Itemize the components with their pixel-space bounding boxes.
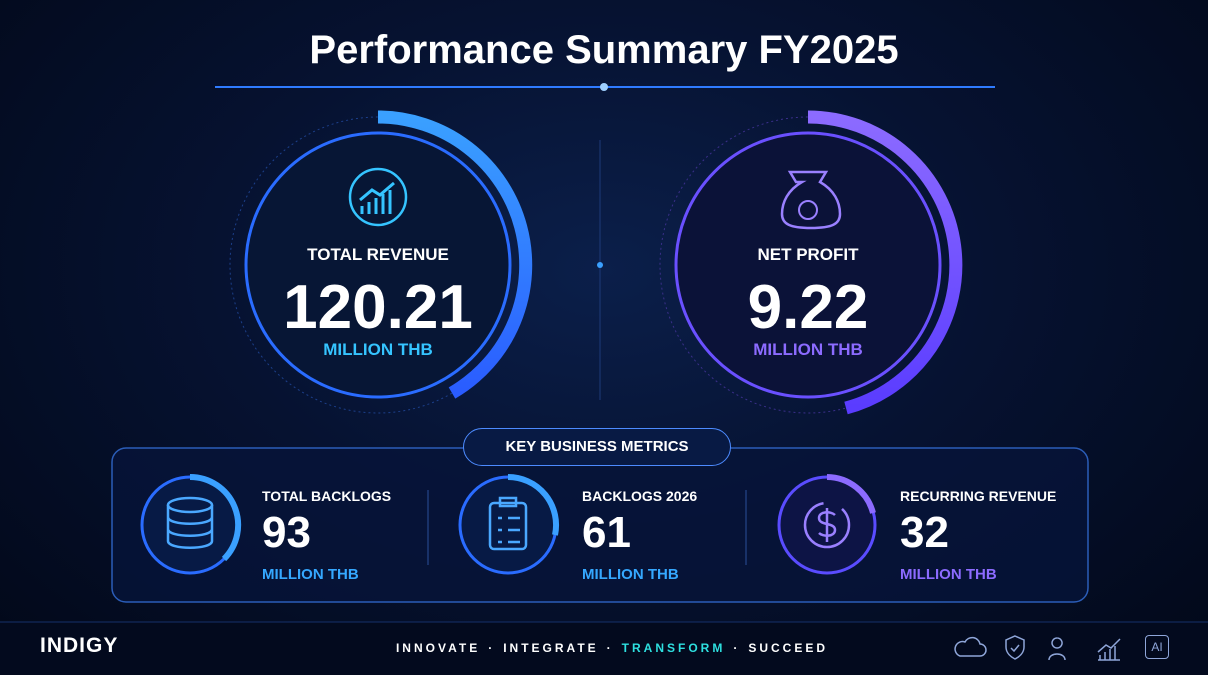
highlight-unit: MILLION THB xyxy=(753,340,863,360)
tagline-word: TRANSFORM xyxy=(622,641,726,655)
metric-label: RECURRING REVENUE xyxy=(900,488,1056,504)
page-title: Performance Summary FY2025 xyxy=(309,28,898,73)
ai-badge: AI xyxy=(1145,635,1169,659)
tagline-word: SUCCEED xyxy=(748,641,828,655)
tagline-separator: · xyxy=(488,641,495,655)
metric-value: 93 xyxy=(262,508,311,558)
highlight-unit: MILLION THB xyxy=(323,340,433,360)
highlight-value: 120.21 xyxy=(283,272,473,343)
metric-unit: MILLION THB xyxy=(900,566,997,583)
metric-value: 32 xyxy=(900,508,949,558)
tagline-word: INNOVATE xyxy=(396,641,480,655)
metric-value: 61 xyxy=(582,508,631,558)
tagline-word: INTEGRATE xyxy=(503,641,598,655)
metrics-title: KEY BUSINESS METRICS xyxy=(463,428,731,466)
highlight-label: TOTAL REVENUE xyxy=(307,245,449,265)
dashboard: Performance Summary FY2025 TOTAL REVENUE… xyxy=(0,0,1208,675)
tagline-separator: · xyxy=(733,641,740,655)
metric-label: BACKLOGS 2026 xyxy=(582,488,697,504)
metric-label: TOTAL BACKLOGS xyxy=(262,488,391,504)
brand: INDIGY xyxy=(40,634,118,658)
metric-unit: MILLION THB xyxy=(262,566,359,583)
highlight-value: 9.22 xyxy=(748,272,869,343)
metric-unit: MILLION THB xyxy=(582,566,679,583)
tagline: INNOVATE · INTEGRATE · TRANSFORM · SUCCEED xyxy=(396,641,828,655)
highlight-label: NET PROFIT xyxy=(757,245,858,265)
tagline-separator: · xyxy=(607,641,614,655)
